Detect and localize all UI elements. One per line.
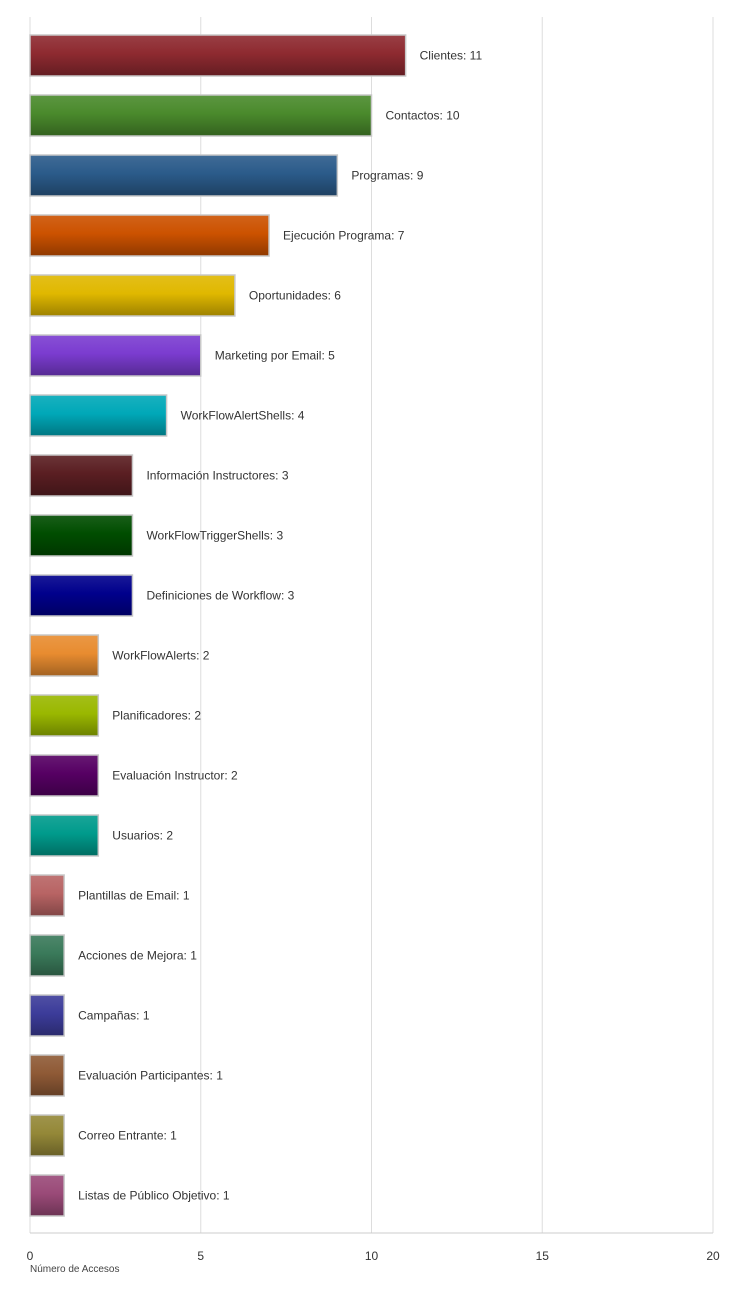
bar-label: WorkFlowTriggerShells: 3 — [146, 529, 283, 543]
bar[interactable] — [29, 934, 65, 977]
bar-label: Clientes: 11 — [420, 49, 483, 63]
bar-label: Ejecución Programa: 7 — [283, 229, 405, 243]
bar-label: Marketing por Email: 5 — [215, 349, 335, 363]
x-axis: 0 5 10 15 20 — [27, 1232, 720, 1263]
x-tick-label: 5 — [197, 1249, 204, 1263]
bar[interactable] — [29, 1114, 65, 1157]
bar-label: WorkFlowAlerts: 2 — [112, 649, 209, 663]
bar-label: Contactos: 10 — [386, 109, 460, 123]
bar-label: Correo Entrante: 1 — [78, 1129, 177, 1143]
bar[interactable] — [29, 694, 100, 737]
bar-label: Campañas: 1 — [78, 1009, 150, 1023]
bar[interactable] — [29, 754, 100, 797]
bar-label: Oportunidades: 6 — [249, 289, 341, 303]
bar[interactable] — [29, 574, 134, 617]
bar-label: Listas de Público Objetivo: 1 — [78, 1189, 230, 1203]
bar-label: Programas: 9 — [351, 169, 423, 183]
bar[interactable] — [29, 874, 65, 917]
bar-label: Acciones de Mejora: 1 — [78, 949, 197, 963]
bar[interactable] — [29, 1054, 65, 1097]
bar[interactable] — [29, 154, 339, 197]
bar-label: Definiciones de Workflow: 3 — [146, 589, 294, 603]
x-tick-label: 0 — [27, 1249, 34, 1263]
bar[interactable] — [29, 814, 100, 857]
bar[interactable] — [29, 214, 270, 257]
x-tick-label: 15 — [536, 1249, 550, 1263]
bar-labels: Clientes: 11 Contactos: 10 Programas: 9 Eje… — [78, 49, 482, 1203]
bar-label: Usuarios: 2 — [112, 829, 173, 843]
bar[interactable] — [29, 634, 100, 677]
bar[interactable] — [29, 274, 236, 317]
bar-label: Evaluación Instructor: 2 — [112, 769, 238, 783]
bar[interactable] — [29, 34, 407, 77]
bar[interactable] — [29, 454, 134, 497]
bar[interactable] — [29, 394, 168, 437]
x-tick-label: 20 — [706, 1249, 720, 1263]
bar[interactable] — [29, 994, 65, 1037]
bar[interactable] — [29, 514, 134, 557]
bar-label: Plantillas de Email: 1 — [78, 889, 190, 903]
bar[interactable] — [29, 334, 202, 377]
bars — [29, 34, 407, 1217]
x-tick-label: 10 — [365, 1249, 379, 1263]
bar-label: Planificadores: 2 — [112, 709, 201, 723]
x-axis-title: Número de Accesos — [30, 1264, 120, 1275]
gridlines — [29, 17, 714, 1233]
bar[interactable] — [29, 1174, 65, 1217]
bar-label: WorkFlowAlertShells: 4 — [181, 409, 305, 423]
bar-label: Evaluación Participantes: 1 — [78, 1069, 223, 1083]
bar-label: Información Instructores: 3 — [146, 469, 288, 483]
bar[interactable] — [29, 94, 373, 137]
